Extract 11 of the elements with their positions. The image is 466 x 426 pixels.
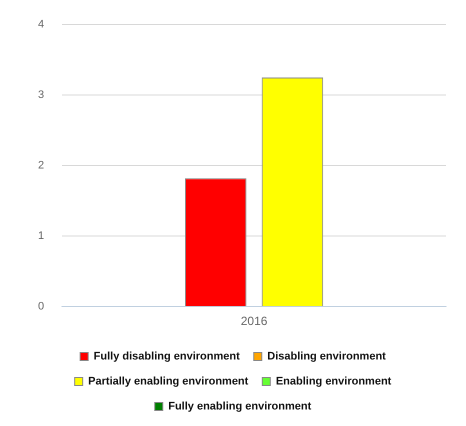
y-tick-label: 1 <box>38 230 44 242</box>
legend-label: Enabling environment <box>276 376 392 388</box>
legend-label: Disabling environment <box>267 350 386 363</box>
y-tick-label: 0 <box>38 300 44 313</box>
y-tick-label: 3 <box>38 89 44 102</box>
legend-label: Fully enabling environment <box>168 400 312 413</box>
y-tick-label: 2 <box>38 160 44 172</box>
legend-label: Partially enabling environment <box>88 376 249 388</box>
legend-label: Fully disabling environment <box>94 350 240 363</box>
y-tick-label: 4 <box>38 18 44 31</box>
x-tick-label: 2016 <box>240 314 268 328</box>
